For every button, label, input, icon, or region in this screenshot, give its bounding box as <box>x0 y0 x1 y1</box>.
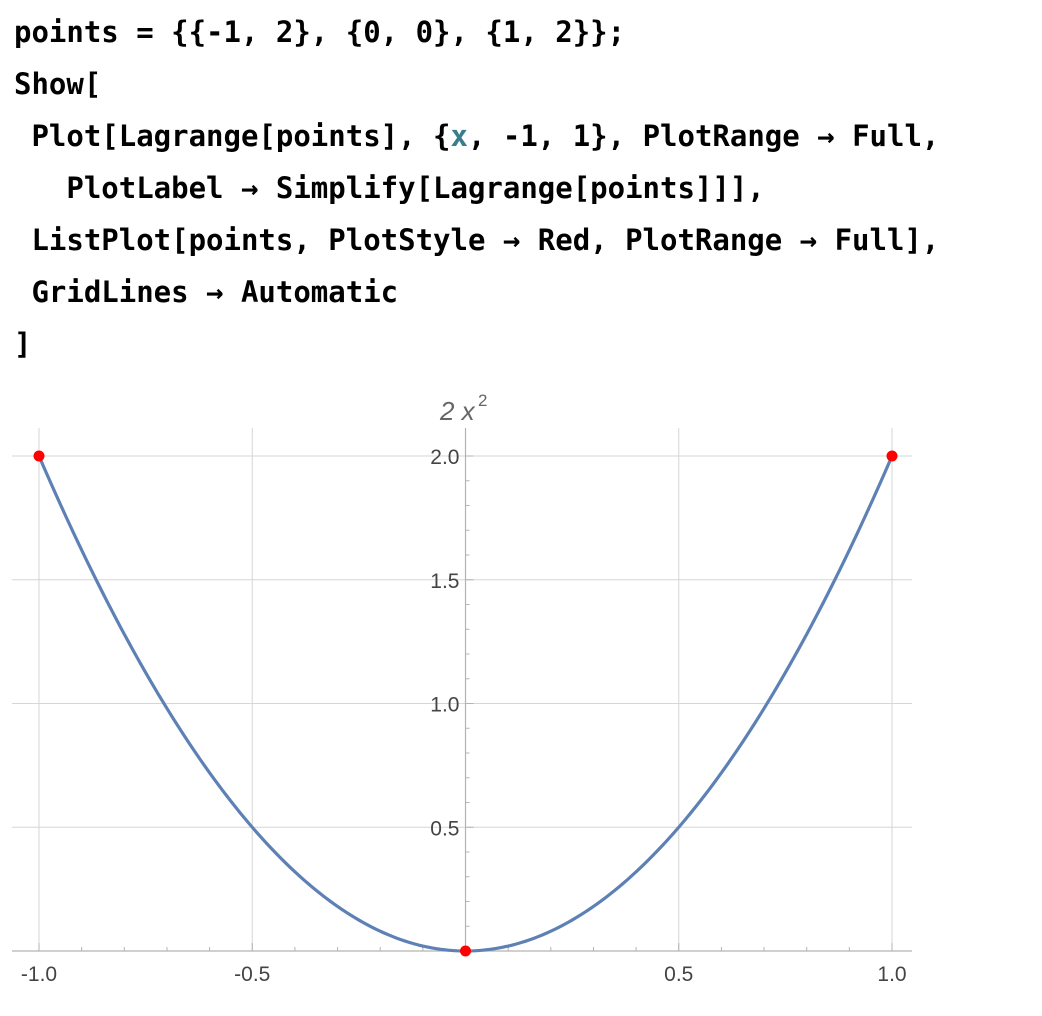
code-input-cell[interactable]: points = {{-1, 2}, {0, 0}, {1, 2}}; Show[… <box>14 6 939 370</box>
code-segment: Show[ <box>14 67 102 101</box>
points-group <box>33 450 898 957</box>
code-segment: ] <box>14 327 32 361</box>
y-tick-label: 0.5 <box>430 817 459 840</box>
y-tick-label: 1.0 <box>430 694 459 717</box>
y-tick-label: 2.0 <box>430 446 459 469</box>
code-line: points = {{-1, 2}, {0, 0}, {1, 2}}; <box>14 6 939 58</box>
x-tick-label: -0.5 <box>234 963 270 986</box>
plot-label-exponent: 2 <box>478 391 487 410</box>
code-line: ] <box>14 318 939 370</box>
code-line: Show[ <box>14 58 939 110</box>
data-point <box>460 945 471 957</box>
plot-label-base: 2 x <box>439 396 476 426</box>
code-segment: , -1, 1}, PlotRange → Full, <box>467 119 940 153</box>
plot-label: 2 x 2 <box>439 391 487 426</box>
code-segment: PlotLabel → Simplify[Lagrange[points]]], <box>14 171 765 205</box>
code-line: Plot[Lagrange[points], {x, -1, 1}, PlotR… <box>14 110 939 162</box>
x-tick-label: 1.0 <box>877 963 906 986</box>
code-variable: x <box>450 119 468 153</box>
code-line: GridLines → Automatic <box>14 266 939 318</box>
data-point <box>886 450 898 462</box>
code-line: PlotLabel → Simplify[Lagrange[points]]], <box>14 162 939 214</box>
grid-lines <box>12 428 912 951</box>
code-segment: Plot[Lagrange[points], { <box>14 119 451 153</box>
data-point <box>33 450 45 462</box>
y-tick-label: 1.5 <box>430 570 459 593</box>
x-tick-label: 0.5 <box>664 963 693 986</box>
code-segment: ListPlot[points, PlotStyle → Red, PlotRa… <box>14 223 940 257</box>
x-tick-label: -1.0 <box>21 963 57 986</box>
code-segment: points = {{-1, 2}, {0, 0}, {1, 2}}; <box>14 15 626 49</box>
axes: -1.0 -0.5 0.5 1.0 0.5 1.0 1.5 2.0 <box>12 428 912 986</box>
code-segment: GridLines → Automatic <box>14 275 399 309</box>
code-line: ListPlot[points, PlotStyle → Red, PlotRa… <box>14 214 939 266</box>
